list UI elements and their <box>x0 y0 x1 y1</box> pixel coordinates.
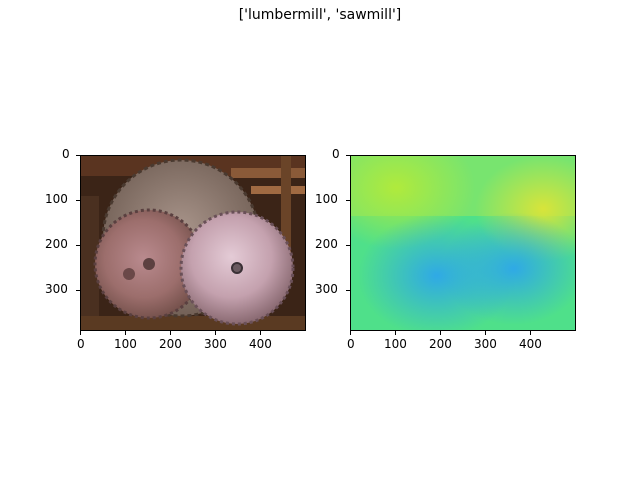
right-x-label-400: 400 <box>519 337 542 351</box>
right-x-tick-400 <box>530 331 531 335</box>
right-y-label-0: 0 <box>332 147 340 161</box>
left-x-label-100: 100 <box>114 337 137 351</box>
left-x-tick-300 <box>215 331 216 335</box>
right-y-tick-0 <box>346 155 350 156</box>
heatmap-illustration <box>351 156 575 330</box>
right-x-label-0: 0 <box>347 337 355 351</box>
left-x-tick-100 <box>125 331 126 335</box>
right-y-tick-200 <box>346 245 350 246</box>
left-x-tick-0 <box>80 331 81 335</box>
left-y-tick-200 <box>76 245 80 246</box>
left-x-tick-200 <box>170 331 171 335</box>
left-x-label-0: 0 <box>77 337 85 351</box>
right-x-label-200: 200 <box>429 337 452 351</box>
left-x-tick-400 <box>260 331 261 335</box>
left-y-label-300: 300 <box>45 282 68 296</box>
right-y-label-200: 200 <box>315 237 338 251</box>
left-x-label-300: 300 <box>204 337 227 351</box>
right-x-tick-200 <box>440 331 441 335</box>
left-y-label-100: 100 <box>45 192 68 206</box>
right-x-tick-0 <box>350 331 351 335</box>
right-y-label-100: 100 <box>315 192 338 206</box>
left-y-tick-0 <box>76 155 80 156</box>
saw-blade-photo <box>80 155 306 331</box>
left-y-tick-100 <box>76 200 80 201</box>
right-x-tick-300 <box>485 331 486 335</box>
left-y-label-200: 200 <box>45 237 68 251</box>
right-y-tick-100 <box>346 200 350 201</box>
right-x-label-100: 100 <box>384 337 407 351</box>
right-x-tick-100 <box>395 331 396 335</box>
left-y-label-0: 0 <box>62 147 70 161</box>
left-x-label-400: 400 <box>249 337 272 351</box>
right-y-tick-300 <box>346 290 350 291</box>
left-y-tick-300 <box>76 290 80 291</box>
right-y-label-300: 300 <box>315 282 338 296</box>
figure-title: ['lumbermill', 'sawmill'] <box>238 7 402 23</box>
left-x-label-200: 200 <box>159 337 182 351</box>
saw-blade-illustration <box>81 156 305 330</box>
heatmap-image <box>350 155 576 331</box>
right-x-label-300: 300 <box>474 337 497 351</box>
